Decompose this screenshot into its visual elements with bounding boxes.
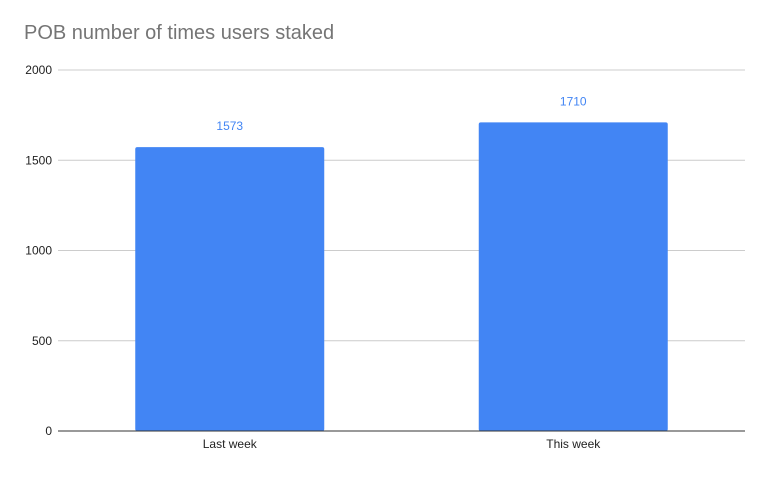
bar: [478, 122, 668, 431]
x-tick-label: This week: [546, 437, 601, 451]
x-tick-label: Last week: [203, 437, 258, 451]
chart-title: POB number of times users staked: [24, 22, 335, 44]
y-tick-label: 1000: [25, 244, 52, 258]
y-tick-label: 1500: [25, 153, 52, 167]
y-tick-label: 500: [32, 334, 52, 348]
data-label: 1573: [216, 119, 243, 133]
data-label: 1710: [560, 94, 587, 108]
y-tick-label: 2000: [25, 63, 52, 77]
bar: [135, 147, 325, 432]
y-tick-label: 0: [45, 424, 52, 438]
